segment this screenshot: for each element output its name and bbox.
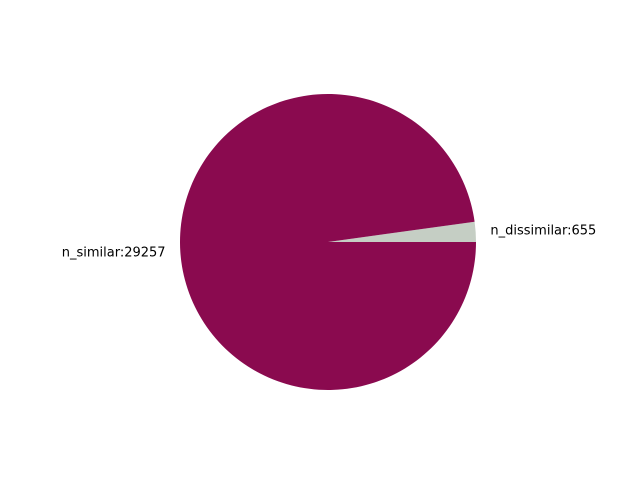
pie-slice-0 [328, 221, 476, 242]
pie-labels: n_dissimilar:655 n_similar:29257 [62, 223, 597, 260]
pie-slice-label-1: n_similar:29257 [62, 246, 166, 261]
pie-slice-label-0: n_dissimilar:655 [490, 223, 596, 238]
pie-slice-1 [180, 94, 477, 391]
pie-slices [180, 94, 477, 391]
